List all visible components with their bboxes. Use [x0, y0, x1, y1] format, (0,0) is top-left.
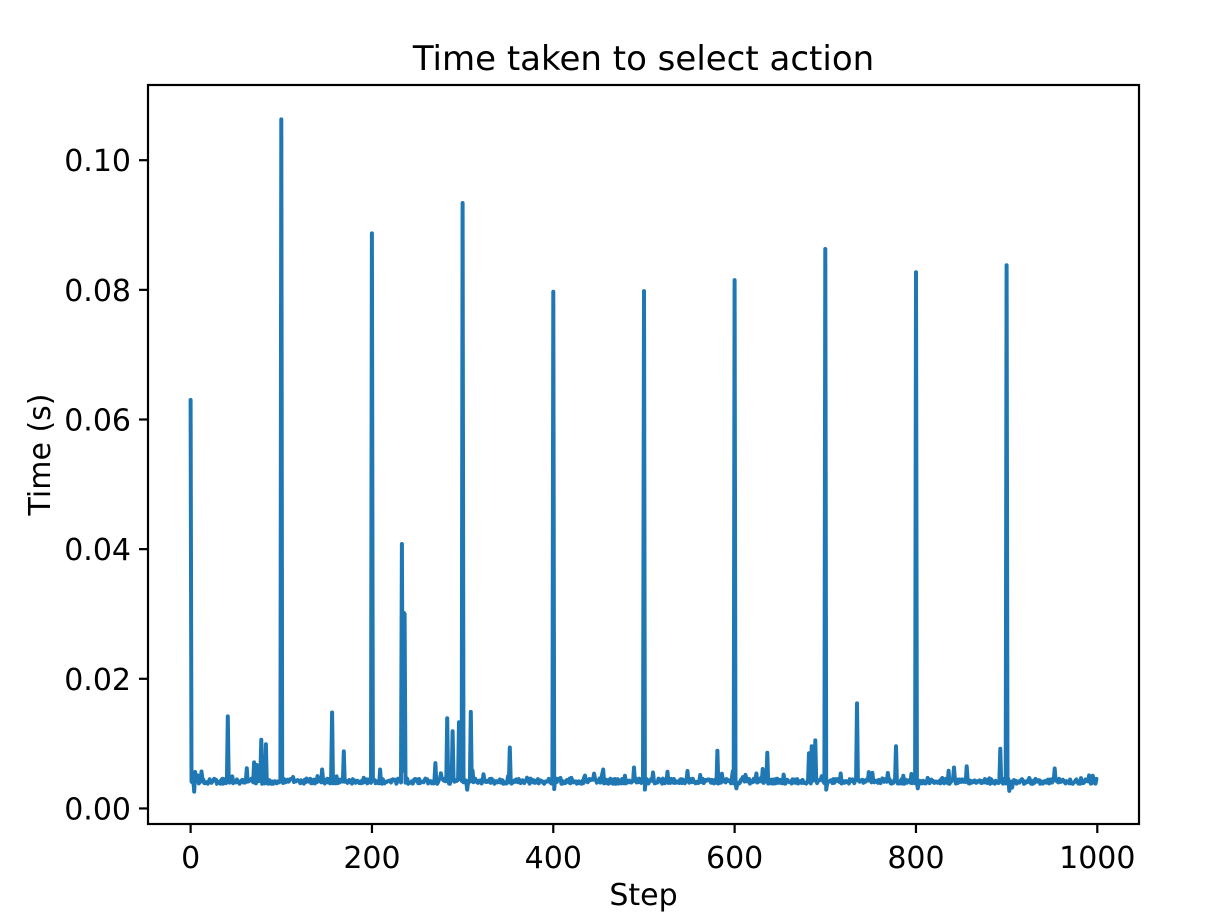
y-tick-label: 0.06 — [64, 403, 131, 438]
y-tick-label: 0.00 — [64, 792, 131, 827]
y-axis-label: Time (s) — [23, 394, 58, 517]
y-tick-label: 0.08 — [64, 274, 131, 309]
x-tick-label: 1000 — [1059, 841, 1135, 876]
y-tick-label: 0.10 — [64, 144, 131, 179]
series-group — [188, 117, 1099, 794]
axis-ticks: 0 200 400 600 800 1000 0.00 0.02 0.04 0.06 0.08 0.1… — [64, 144, 1135, 876]
x-tick-label: 400 — [525, 841, 582, 876]
chart-title: Time taken to select action — [412, 39, 874, 79]
y-tick-label: 0.02 — [64, 663, 131, 698]
y-tick-label: 0.04 — [64, 533, 131, 568]
x-axis-label: Step — [609, 878, 677, 913]
x-tick-label: 200 — [343, 841, 400, 876]
x-tick-label: 800 — [887, 841, 944, 876]
x-tick-label: 0 — [181, 841, 200, 876]
plot-border — [146, 83, 1141, 826]
data-line — [188, 117, 1099, 794]
x-tick-label: 600 — [706, 841, 763, 876]
